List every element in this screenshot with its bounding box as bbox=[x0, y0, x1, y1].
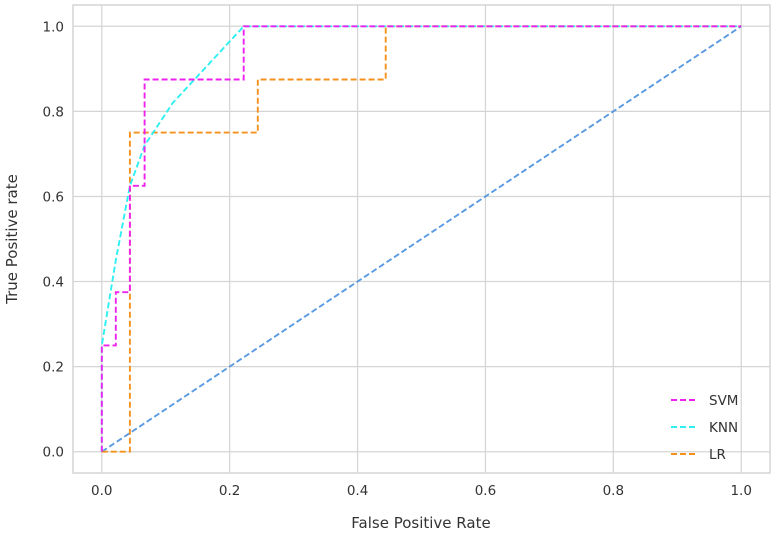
x-tick-label: 0.8 bbox=[603, 483, 624, 499]
series-line-knn bbox=[100, 25, 742, 452]
legend-label-lr: LR bbox=[709, 447, 726, 463]
y-axis-label: True Positive rate bbox=[3, 174, 21, 305]
x-tick-label: 0.0 bbox=[91, 483, 112, 499]
series-line-svm bbox=[100, 25, 742, 452]
x-tick-label: 0.6 bbox=[475, 483, 496, 499]
legend-label-svm: SVM bbox=[709, 393, 738, 409]
legend-label-knn: KNN bbox=[709, 420, 738, 436]
x-tick-label: 1.0 bbox=[730, 483, 751, 499]
y-tick-label: 0.0 bbox=[43, 445, 64, 461]
x-tick-label: 0.4 bbox=[347, 483, 368, 499]
series-lines bbox=[100, 25, 742, 453]
y-tick-label: 1.0 bbox=[43, 19, 64, 35]
y-tick-label: 0.8 bbox=[43, 104, 64, 120]
x-tick-label: 0.2 bbox=[219, 483, 240, 499]
y-tick-label: 0.4 bbox=[43, 275, 64, 291]
tick-labels: 0.0 0.2 0.4 0.6 0.8 1.0 0.0 0.2 0.4 0.6 0.8 1.0 bbox=[43, 19, 752, 499]
series-line-lr bbox=[101, 25, 742, 453]
y-tick-label: 0.2 bbox=[43, 360, 64, 376]
legend: SVM KNN LR bbox=[671, 393, 738, 463]
series-line-chance bbox=[101, 25, 742, 453]
y-tick-label: 0.6 bbox=[43, 189, 64, 205]
x-axis-label: False Positive Rate bbox=[351, 514, 490, 532]
